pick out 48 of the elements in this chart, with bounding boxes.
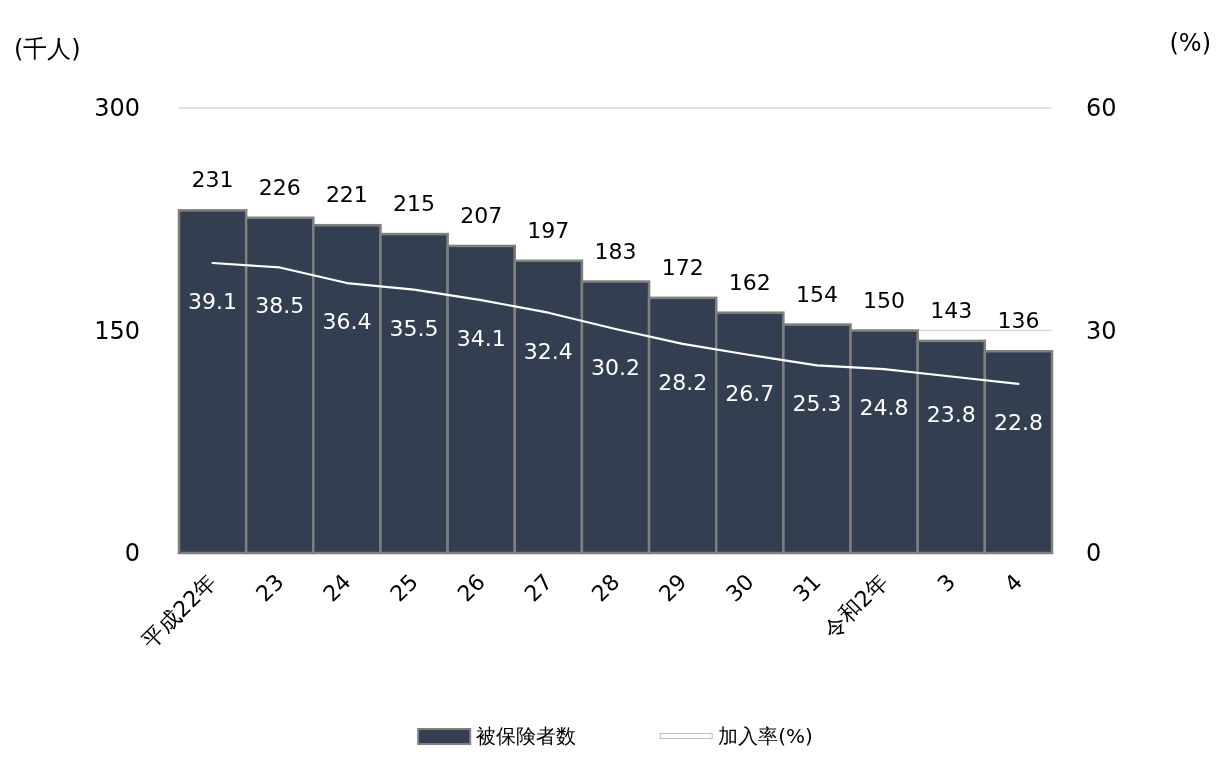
- data-label: 143: [930, 297, 973, 323]
- data-label: 172: [661, 254, 704, 280]
- data-label: 36.4: [322, 309, 372, 335]
- x-tick-label: 25: [385, 569, 423, 607]
- data-label: 24.8: [859, 395, 909, 421]
- data-label: 34.1: [456, 326, 506, 352]
- data-label: 207: [460, 202, 503, 228]
- data-label: 38.5: [255, 293, 305, 319]
- x-tick-label: 29: [654, 569, 692, 607]
- data-label: 26.7: [725, 380, 775, 406]
- data-label: 154: [795, 281, 838, 307]
- x-tick-label: 4: [999, 569, 1028, 597]
- x-tick-label: 平成22年: [137, 569, 222, 654]
- x-tick-label: 26: [452, 569, 491, 607]
- data-label: 136: [997, 308, 1040, 334]
- x-tick-label: 3: [932, 569, 961, 597]
- data-label: 150: [863, 287, 906, 313]
- legend-label: 被保険者数: [476, 724, 577, 748]
- data-label: 215: [393, 191, 436, 217]
- x-tick-label: 23: [251, 569, 289, 607]
- y2-axis-title: (%): [1169, 29, 1211, 57]
- data-label: 25.3: [792, 391, 842, 417]
- y2-tick-label: 30: [1086, 316, 1117, 345]
- x-tick-label: 31: [788, 569, 826, 607]
- y-tick-label: 0: [124, 539, 140, 567]
- y-tick-label: 150: [94, 316, 140, 345]
- y-tick-label: 300: [94, 94, 140, 122]
- data-label: 183: [594, 238, 637, 264]
- x-tick-label: 27: [519, 569, 558, 607]
- data-label: 30.2: [591, 355, 640, 381]
- x-tick-label: 24: [318, 569, 356, 607]
- y2-tick-label: 0: [1086, 539, 1102, 567]
- data-label: 35.5: [389, 315, 439, 341]
- y2-tick-label: 60: [1086, 94, 1117, 122]
- legend-label: 加入率(%): [718, 724, 813, 748]
- x-tick-label: 30: [721, 569, 759, 607]
- data-label: 231: [191, 167, 234, 193]
- data-label: 32.4: [523, 338, 573, 364]
- data-label: 197: [527, 217, 570, 243]
- y-axis-title: (千人): [14, 35, 81, 63]
- data-label: 28.2: [658, 369, 708, 395]
- data-label: 221: [325, 182, 368, 208]
- data-label: 226: [258, 174, 301, 200]
- data-label: 22.8: [993, 409, 1043, 435]
- data-label: 39.1: [188, 289, 238, 315]
- data-label: 162: [728, 269, 771, 295]
- data-label: 23.8: [926, 402, 976, 428]
- x-tick-label: 28: [586, 569, 625, 607]
